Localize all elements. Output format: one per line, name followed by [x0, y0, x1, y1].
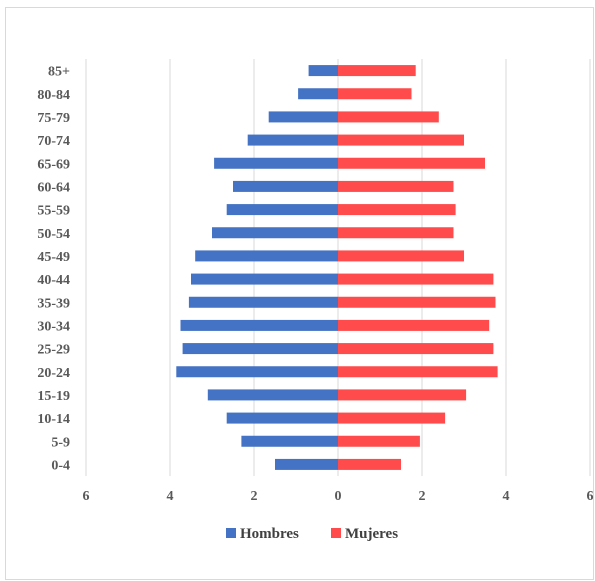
y-tick-label: 15-19	[37, 389, 70, 404]
legend-label-mujeres: Mujeres	[345, 526, 398, 542]
bar-mujeres-20-24	[338, 366, 498, 378]
bar-mujeres-55-59	[338, 204, 456, 216]
bar-hombres-85+	[308, 65, 338, 77]
bar-mujeres-35-39	[338, 296, 496, 308]
gridlines	[85, 59, 591, 476]
bar-hombres-80-84	[298, 88, 338, 100]
bar-hombres-75-79	[268, 111, 338, 123]
legend-label-hombres: Hombres	[240, 526, 299, 542]
chart-frame	[5, 7, 594, 580]
y-tick-label: 35-39	[37, 296, 70, 311]
y-tick-labels: 85+ 80-84 75-79 70-74 65-69 60-64 55-59 50-54 45…	[37, 65, 70, 474]
bar-hombres-50-54	[212, 227, 338, 239]
bar-mujeres-40-44	[338, 273, 494, 285]
bar-mujeres-70-74	[338, 134, 464, 146]
bar-hombres-65-69	[214, 157, 338, 169]
bar-hombres-60-64	[233, 180, 338, 192]
bar-mujeres-25-29	[338, 343, 494, 355]
bar-mujeres-75-79	[338, 111, 439, 123]
bar-hombres-40-44	[191, 273, 338, 285]
bar-mujeres-85+	[338, 65, 416, 77]
y-tick-label: 0-4	[51, 458, 70, 473]
bars	[176, 65, 498, 470]
y-tick-label: 40-44	[37, 273, 70, 288]
y-tick-label: 25-29	[37, 343, 70, 358]
x-tick-label: 2	[419, 489, 426, 504]
bar-hombres-30-34	[180, 319, 338, 331]
x-tick-labels: 6 4 2 0 2 4 6	[83, 489, 594, 504]
y-tick-label: 80-84	[37, 88, 70, 103]
bar-hombres-15-19	[207, 389, 338, 401]
bar-hombres-55-59	[226, 204, 338, 216]
x-tick-label: 6	[587, 489, 594, 504]
bar-mujeres-30-34	[338, 319, 490, 331]
bar-hombres-0-4	[275, 458, 338, 470]
bar-mujeres-80-84	[338, 88, 412, 100]
bar-hombres-20-24	[176, 366, 338, 378]
bar-mujeres-50-54	[338, 227, 454, 239]
x-tick-label: 6	[83, 489, 90, 504]
y-tick-label: 75-79	[37, 111, 70, 126]
y-tick-label: 30-34	[37, 319, 70, 334]
bar-hombres-5-9	[241, 435, 338, 447]
y-tick-label: 45-49	[37, 250, 70, 265]
legend: Hombres Mujeres	[226, 526, 398, 542]
y-tick-label: 65-69	[37, 157, 70, 172]
bar-mujeres-15-19	[338, 389, 467, 401]
bar-mujeres-5-9	[338, 435, 420, 447]
y-tick-label: 20-24	[37, 366, 70, 381]
bar-mujeres-10-14	[338, 412, 446, 424]
bar-hombres-25-29	[182, 343, 338, 355]
x-tick-label: 2	[251, 489, 258, 504]
bar-mujeres-65-69	[338, 157, 485, 169]
bar-hombres-70-74	[247, 134, 338, 146]
y-tick-label: 60-64	[37, 180, 70, 195]
bar-hombres-10-14	[226, 412, 338, 424]
legend-swatch-hombres	[226, 528, 236, 538]
bar-hombres-45-49	[195, 250, 338, 262]
y-tick-label: 70-74	[37, 134, 70, 149]
x-tick-label: 4	[167, 489, 174, 504]
bar-mujeres-0-4	[338, 458, 401, 470]
x-tick-label: 4	[503, 489, 510, 504]
y-tick-label: 50-54	[37, 227, 70, 242]
y-tick-label: 10-14	[37, 412, 70, 427]
bar-hombres-35-39	[188, 296, 338, 308]
y-tick-label: 5-9	[51, 435, 70, 450]
bar-mujeres-45-49	[338, 250, 464, 262]
y-tick-label: 85+	[48, 65, 70, 80]
bar-mujeres-60-64	[338, 180, 454, 192]
x-tick-label: 0	[335, 489, 342, 504]
legend-swatch-mujeres	[331, 528, 341, 538]
y-tick-label: 55-59	[37, 204, 70, 219]
